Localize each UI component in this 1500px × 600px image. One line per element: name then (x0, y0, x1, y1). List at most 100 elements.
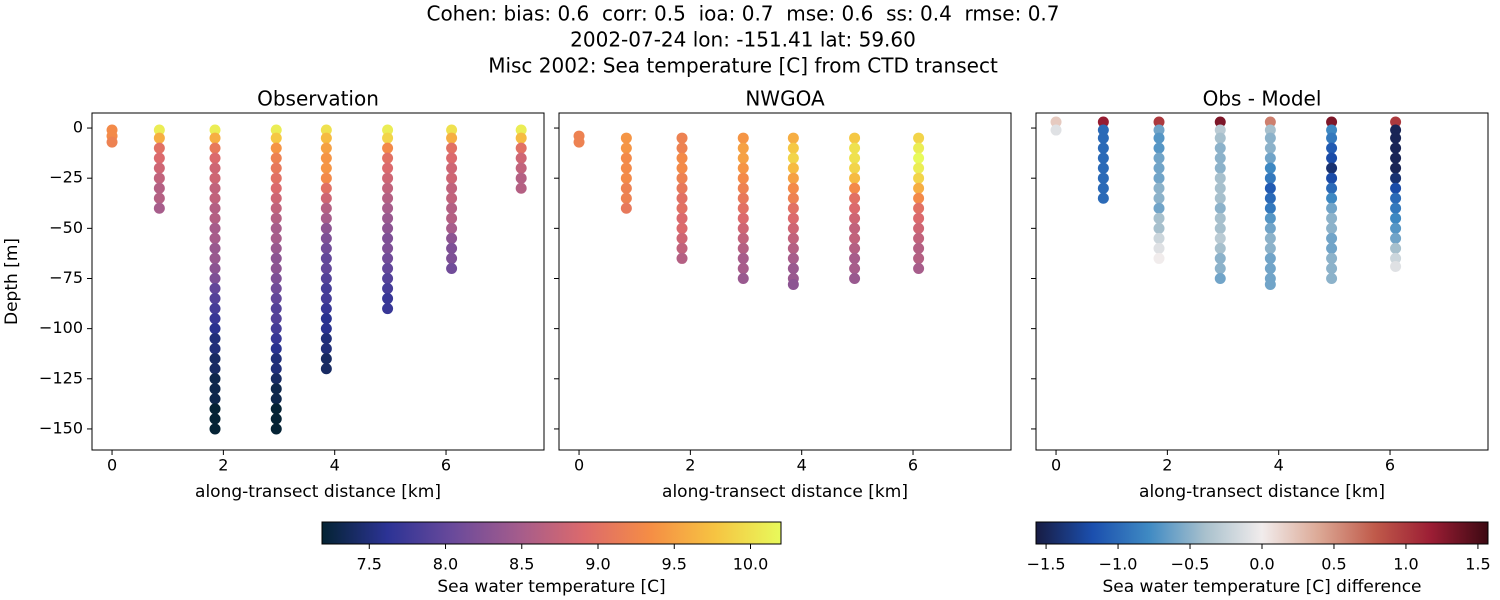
y-tick-label: −125 (39, 368, 83, 387)
data-point (270, 413, 282, 425)
data-point (787, 279, 799, 291)
data-point (209, 303, 221, 315)
data-point (320, 363, 332, 375)
data-point (1153, 252, 1165, 264)
data-point (209, 232, 221, 244)
data-point (320, 272, 332, 284)
data-point (1153, 116, 1165, 128)
data-point (270, 393, 282, 405)
data-point (1153, 182, 1165, 194)
colorbar-tick-label: 1.0 (1393, 555, 1418, 574)
data-point (1264, 182, 1276, 194)
data-point (1050, 116, 1062, 128)
data-point (209, 152, 221, 164)
data-point (446, 182, 458, 194)
data-point (1390, 182, 1402, 194)
data-point (849, 192, 861, 204)
data-point (1390, 162, 1402, 174)
data-point (1390, 172, 1402, 184)
data-point (620, 182, 632, 194)
data-point (382, 192, 394, 204)
data-point (270, 242, 282, 254)
data-point (153, 172, 165, 184)
data-point (515, 152, 527, 164)
data-point (270, 252, 282, 264)
data-point (270, 212, 282, 224)
data-point (209, 212, 221, 224)
data-point (913, 202, 925, 214)
data-point (787, 262, 799, 274)
data-point (737, 192, 749, 204)
data-point (1326, 232, 1338, 244)
data-point (1214, 262, 1226, 274)
data-point (209, 403, 221, 415)
y-tick-label: 0 (73, 118, 83, 137)
data-point (515, 142, 527, 154)
data-point (270, 272, 282, 284)
y-tick-label: −50 (49, 218, 83, 237)
data-point (1390, 232, 1402, 244)
panel-title: Obs - Model (1203, 87, 1322, 111)
plot-area (1050, 116, 1402, 291)
data-point (1390, 222, 1402, 234)
data-point (1214, 132, 1226, 144)
suptitle: Cohen: bias: 0.6 corr: 0.5 ioa: 0.7 mse:… (426, 2, 1059, 26)
data-point (676, 152, 688, 164)
data-point (320, 172, 332, 184)
data-point (209, 313, 221, 325)
data-point (209, 142, 221, 154)
data-point (787, 222, 799, 234)
data-point (320, 192, 332, 204)
data-point (382, 162, 394, 174)
data-point (320, 162, 332, 174)
colorbar-label: Sea water temperature [C] (437, 577, 665, 597)
data-point (270, 142, 282, 154)
data-point (1326, 202, 1338, 214)
data-point (270, 192, 282, 204)
data-point (1264, 232, 1276, 244)
data-point (320, 323, 332, 335)
data-point (320, 313, 332, 325)
data-point (787, 132, 799, 144)
data-point (320, 343, 332, 355)
data-point (1153, 192, 1165, 204)
data-point (849, 162, 861, 174)
data-point (737, 142, 749, 154)
data-point (737, 162, 749, 174)
data-point (913, 222, 925, 234)
data-point (1214, 222, 1226, 234)
data-point (320, 142, 332, 154)
data-point (737, 272, 749, 284)
data-point (1214, 182, 1226, 194)
data-point (1326, 116, 1338, 128)
data-point (913, 142, 925, 154)
data-point (270, 162, 282, 174)
data-point (270, 343, 282, 355)
data-point (1214, 172, 1226, 184)
data-point (913, 152, 925, 164)
data-point (1390, 116, 1402, 128)
data-point (787, 202, 799, 214)
data-point (153, 182, 165, 194)
data-point (209, 393, 221, 405)
plot-frame (91, 112, 545, 451)
data-point (1326, 182, 1338, 194)
data-point (209, 333, 221, 345)
data-point (1264, 152, 1276, 164)
data-point (573, 136, 585, 148)
data-point (737, 232, 749, 244)
data-point (737, 152, 749, 164)
data-point (446, 262, 458, 274)
data-point (1326, 212, 1338, 224)
data-point (270, 373, 282, 385)
data-point (209, 162, 221, 174)
data-point (446, 132, 458, 144)
colorbar-tick-label: 0.5 (1321, 555, 1346, 574)
data-point (209, 343, 221, 355)
data-point (382, 182, 394, 194)
data-point (270, 333, 282, 345)
y-tick-label: −75 (49, 268, 83, 287)
data-point (320, 262, 332, 274)
data-point (1153, 232, 1165, 244)
data-point (1264, 142, 1276, 154)
